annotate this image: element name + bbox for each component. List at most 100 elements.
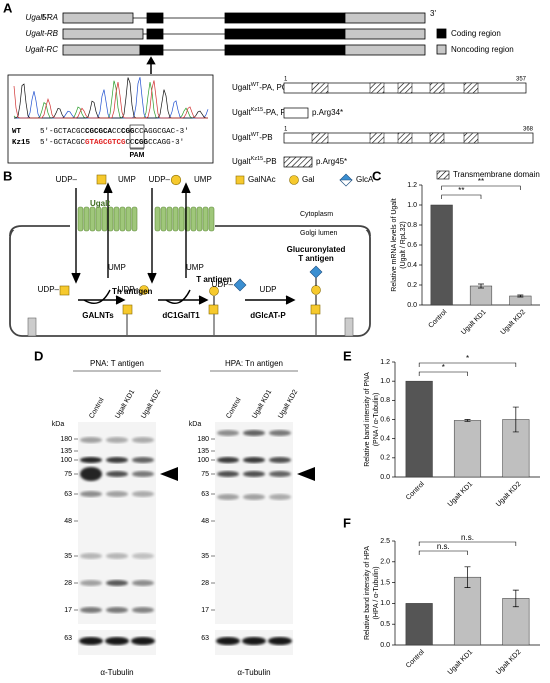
tm-domain [311, 132, 329, 144]
marker-label: 75 [201, 471, 209, 478]
enzyme-label: GALNTs [82, 311, 114, 320]
isoform-label: UgaltWT-PA, PC [232, 82, 288, 92]
udp-label: UDP– [118, 285, 140, 294]
isoform-label: UgaltKz15-PB [232, 156, 277, 166]
ump-label: UMP [118, 175, 136, 184]
marker-label: 48 [64, 518, 72, 525]
legend-label: Transmembrane domain [453, 170, 540, 179]
band [216, 637, 240, 645]
error-bar [512, 589, 519, 608]
marker-label: 17 [64, 607, 72, 614]
seq-part: CCAGGCGAC-3' [135, 128, 189, 136]
x-tick-label: Ugalt KD2 [495, 481, 523, 509]
transcript-label: Ugalt-RB [26, 29, 59, 38]
compartment-label: Cytoplasm [300, 211, 333, 218]
y-tick-label: 0.8 [380, 397, 390, 404]
x-tick-label: Ugalt KD2 [495, 649, 523, 677]
band [217, 430, 239, 436]
tm-domain [463, 82, 479, 94]
band [269, 457, 291, 463]
chromatogram [13, 77, 209, 119]
marker-label: 63 [64, 635, 72, 642]
y-axis-label: (Ugalt / RpL32) [400, 221, 407, 268]
udp-label: UDP– [56, 175, 78, 184]
transcript-label: Ugalt-RC [25, 45, 58, 54]
x-tick-label: Control [427, 308, 448, 329]
transcript-label: Ugalt-RA [26, 13, 58, 22]
udp-label: UDP [260, 285, 277, 294]
marker-label: 28 [201, 580, 209, 587]
isoform-label: UgaltWT-PB [232, 132, 273, 142]
seq-part: CC [112, 128, 122, 136]
helix [119, 206, 126, 232]
y-tick-label: 0.2 [407, 282, 417, 289]
ump-label: UMP [108, 263, 126, 272]
isoform-suffix: -PA, PC [263, 108, 292, 117]
tm-domain [369, 82, 385, 94]
band [106, 491, 128, 497]
band [132, 553, 154, 559]
band [106, 607, 128, 613]
significance-bracket [441, 185, 521, 190]
band [80, 607, 102, 613]
error-bar [464, 419, 471, 422]
sequence: 5'-GCTACGCCGCGCACCCGGCCAGGCGAC-3' [40, 128, 189, 136]
product-label: T antigen [196, 275, 232, 284]
marker-label: 63 [201, 491, 209, 498]
y-tick-label: 1.2 [407, 182, 417, 189]
legend-label: GlcA [356, 175, 374, 184]
seq-part: 5'-GCTACGC [40, 128, 86, 136]
band [105, 637, 129, 645]
error-bar [464, 566, 471, 588]
band [132, 457, 154, 463]
mutation-label: p.Arg34* [312, 108, 343, 117]
band [106, 580, 128, 586]
lane-label: Ugalt KD2 [140, 389, 162, 420]
ump-label: UMP [194, 175, 212, 184]
three-prime: 3' [430, 9, 436, 18]
five-prime: 5' [42, 13, 48, 22]
isoform-allele: Kz15 [251, 107, 264, 113]
isoform-name: Ugalt [232, 108, 251, 117]
x-tick-label: Ugalt KD2 [500, 309, 528, 337]
seq-part: GTAGCGTCG [85, 139, 126, 147]
helix [190, 206, 197, 232]
helix [113, 206, 120, 232]
y-tick-label: 0.5 [380, 621, 390, 628]
helix [77, 206, 84, 232]
tm-domain [463, 132, 479, 144]
bar [469, 285, 493, 306]
y-tick-label: 0.0 [380, 474, 390, 481]
lane-label: Ugalt KD1 [114, 389, 136, 420]
gene-models [62, 12, 447, 74]
tm-domain [429, 82, 445, 94]
tm-domain [369, 132, 385, 144]
band [243, 471, 265, 477]
lane-label: Control [225, 396, 243, 419]
residue-end: 357 [516, 77, 527, 83]
y-axis-label: (HPA / α-Tubulin) [373, 566, 380, 619]
marker-label: 75 [64, 471, 72, 478]
arrowhead [160, 467, 178, 481]
panel-label: C [372, 168, 382, 183]
product-label: Glucuronylated [287, 245, 346, 254]
y-tick-label: 1.2 [380, 359, 390, 366]
marker-label: 100 [197, 457, 209, 464]
y-tick-label: 0.8 [407, 222, 417, 229]
udp-label: UDP– [212, 280, 234, 289]
marker-label: 35 [201, 553, 209, 560]
significance-bracket [418, 371, 468, 376]
panel-label: B [3, 168, 12, 183]
seq-part: CCAGG-3' [148, 139, 184, 147]
pam-box [129, 124, 145, 149]
isoform-allele: WT [251, 132, 260, 138]
y-tick-label: 0.0 [380, 642, 390, 649]
y-tick-label: 0.2 [380, 455, 390, 462]
blot [78, 422, 156, 624]
y-tick-label: 1.0 [407, 202, 417, 209]
legend-swatch [436, 170, 450, 180]
marker-label: 100 [60, 457, 72, 464]
tm-domain [429, 132, 445, 144]
